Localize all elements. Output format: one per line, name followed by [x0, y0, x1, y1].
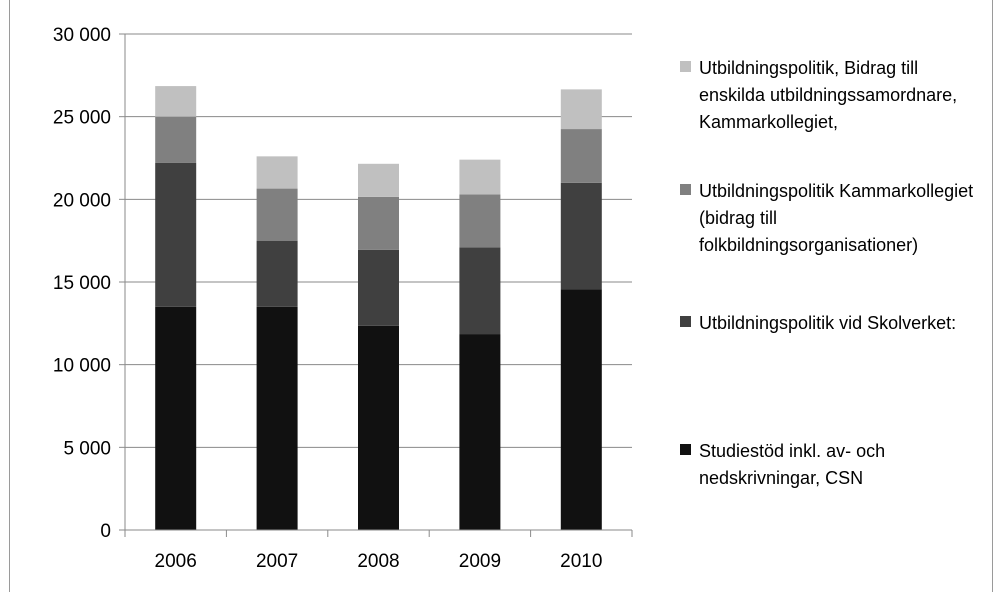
axes — [119, 33, 633, 537]
bar-segment-2006-s2 — [155, 116, 197, 163]
legend-item-kammarkollegiet-samordnare: Utbildningspolitik, Bidrag till enskilda… — [680, 55, 989, 136]
bars — [155, 86, 602, 530]
bar-segment-2008-s1 — [358, 249, 399, 326]
x-tick-label-2006: 2006 — [155, 551, 197, 572]
bar-segment-2007-s1 — [256, 240, 298, 307]
x-tick-label-2008: 2008 — [357, 551, 399, 572]
tick-labels: 0 5 000 10 000 15 000 20 000 25 000 30 000 2006… — [53, 25, 603, 572]
bar-segment-2007-s2 — [256, 188, 298, 241]
legend-label: Studiestöd inkl. av- och nedskrivningar,… — [699, 441, 886, 488]
y-tick-label: 0 — [100, 521, 111, 542]
bar-segment-2007-s0 — [256, 306, 298, 530]
chart-frame — [9, 0, 993, 592]
y-tick-label: 25 000 — [53, 108, 111, 129]
legend-swatch-dark-gray — [680, 316, 691, 327]
bar-segment-2008-s3 — [358, 163, 399, 197]
legend-label: Utbildningspolitik, Bidrag till enskilda… — [699, 58, 958, 132]
bar-segment-2010-s3 — [560, 89, 602, 130]
legend-item-skolverket: Utbildningspolitik vid Skolverket: — [680, 310, 989, 337]
y-tick-label: 10 000 — [53, 356, 111, 377]
bar-segment-2009-s2 — [459, 194, 501, 248]
bar-segment-2010-s2 — [560, 129, 602, 183]
bar-segment-2009-s3 — [459, 159, 501, 195]
bar-segment-2008-s0 — [358, 325, 399, 530]
bar-segment-2008-s2 — [358, 196, 399, 250]
x-tick-label-2010: 2010 — [560, 551, 602, 572]
legend-swatch-gray — [680, 184, 691, 195]
legend-label: Utbildningspolitik Kammarkollegiet (bidr… — [699, 181, 974, 255]
legend-swatch-light-gray — [680, 61, 691, 72]
bar-segment-2006-s1 — [155, 162, 197, 307]
bar-segment-2006-s3 — [155, 86, 197, 117]
legend-swatch-black — [680, 444, 691, 455]
legend-item-csn: Studiestöd inkl. av- och nedskrivningar,… — [680, 438, 989, 492]
legend-item-kammarkollegiet-folkbildning: Utbildningspolitik Kammarkollegiet (bidr… — [680, 178, 989, 259]
bar-segment-2010-s1 — [560, 182, 602, 290]
x-tick-label-2007: 2007 — [256, 551, 298, 572]
legend-label: Utbildningspolitik vid Skolverket: — [699, 313, 957, 333]
bar-segment-2007-s3 — [256, 156, 298, 189]
y-tick-label: 20 000 — [53, 190, 111, 211]
y-tick-label: 5 000 — [63, 438, 111, 459]
x-tick-label-2009: 2009 — [459, 551, 501, 572]
bar-segment-2006-s0 — [155, 306, 197, 530]
bar-segment-2010-s0 — [560, 289, 602, 530]
y-tick-label: 30 000 — [53, 25, 111, 46]
y-tick-label: 15 000 — [53, 273, 111, 294]
bar-segment-2009-s0 — [459, 334, 501, 530]
bar-segment-2009-s1 — [459, 247, 501, 335]
